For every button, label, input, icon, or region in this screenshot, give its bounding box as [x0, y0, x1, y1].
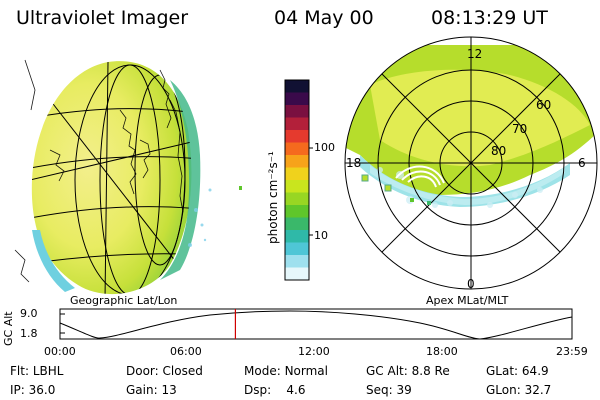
altitude-ytick-low: 1.8 [20, 327, 38, 340]
colorbar-segment [285, 167, 309, 181]
mlat-label-60: 60 [536, 98, 552, 112]
polar-plot [344, 36, 598, 290]
footer-seq: Seq: 39 [366, 383, 412, 397]
colorbar-segment [285, 205, 309, 218]
footer-dsp: Dsp: 4.6 [244, 383, 306, 397]
altitude-xtick-4: 23:59 [556, 345, 588, 358]
altitude-xtick-0: 00:00 [44, 345, 76, 358]
colorbar-segment [285, 180, 309, 193]
footer-ip: IP: 36.0 [10, 383, 56, 397]
colorbar-segment [285, 92, 309, 106]
footer-door: Door: Closed [126, 364, 203, 378]
footer-gc-alt: GC Alt: 8.8 Re [366, 364, 450, 378]
colorbar-segment [285, 217, 309, 231]
mlt-label-6: 6 [578, 156, 586, 170]
colorbar-segment [285, 105, 309, 118]
colorbar-segment [285, 142, 309, 156]
altitude-plot [59, 308, 573, 340]
mlt-label-0: 0 [467, 277, 475, 291]
geographic-image [14, 59, 242, 295]
colorbar-segment [285, 130, 309, 143]
color-bar [284, 79, 313, 281]
mlt-label-18: 18 [346, 156, 362, 170]
mlat-label-80: 80 [491, 144, 507, 158]
colorbar-segment [285, 117, 309, 131]
colorbar-segment [285, 80, 309, 93]
colorbar-segment [285, 267, 309, 281]
mlt-label-12: 12 [467, 47, 483, 61]
footer-mode: Mode: Normal [244, 364, 328, 378]
colorbar-segment [285, 255, 309, 268]
colorbar-segment [285, 230, 309, 243]
colorbar-segment [285, 155, 309, 168]
colorbar-tick-100: 100 [314, 141, 335, 154]
altitude-ylabel: GC Alt [2, 311, 15, 346]
mlat-label-70: 70 [512, 122, 528, 136]
altitude-xtick-3: 18:00 [426, 345, 458, 358]
altitude-xtick-2: 12:00 [298, 345, 330, 358]
date-label: 04 May 00 [274, 7, 374, 29]
colorbar-segment [285, 242, 309, 256]
altitude-ytick-high: 9.0 [20, 307, 38, 320]
geo-panel-label: Geographic Lat/Lon [70, 294, 178, 307]
colorbar-segment [285, 192, 309, 206]
footer-glat: GLat: 64.9 [486, 364, 549, 378]
colorbar-unit-label: photon cm⁻²s⁻¹ [266, 151, 280, 244]
colorbar-tick-10: 10 [314, 229, 328, 242]
footer-glon: GLon: 32.7 [486, 383, 552, 397]
altitude-xtick-1: 06:00 [170, 345, 202, 358]
time-label: 08:13:29 UT [431, 7, 548, 29]
instrument-title: Ultraviolet Imager [16, 7, 189, 29]
footer-flt: Flt: LBHL [10, 364, 64, 378]
polar-panel-label: Apex MLat/MLT [426, 294, 509, 307]
footer-gain: Gain: 13 [126, 383, 177, 397]
